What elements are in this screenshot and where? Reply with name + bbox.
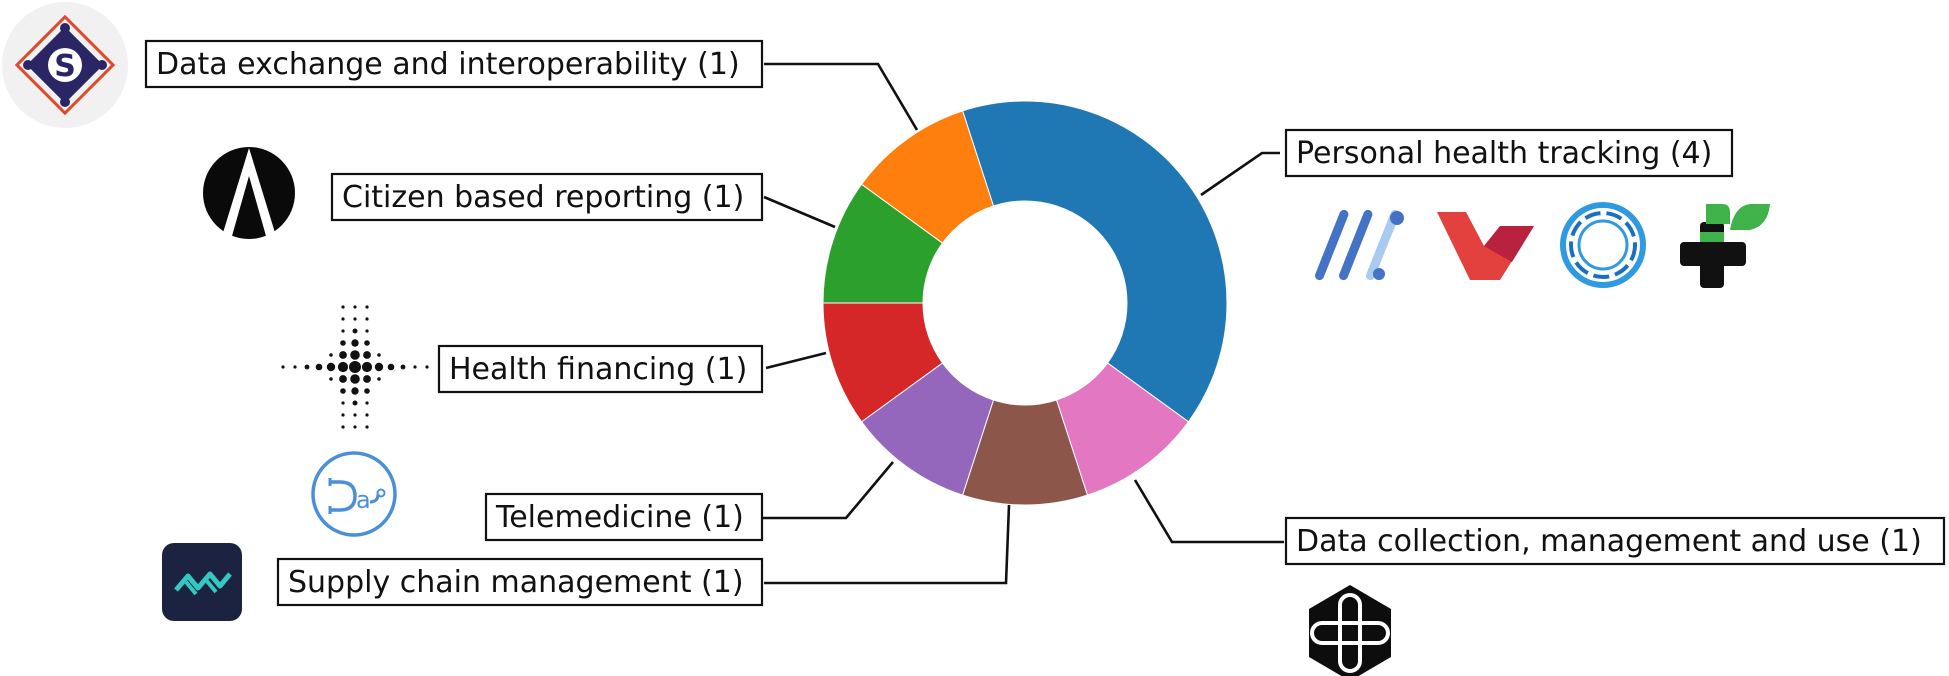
dotted-cross-dot xyxy=(326,362,336,372)
dotted-cross-dot xyxy=(350,350,360,360)
label-data-exchange: Data exchange and interoperability (1) xyxy=(156,47,740,82)
label-box-data-collection xyxy=(1284,516,1946,566)
leader-line-supply-chain xyxy=(764,504,1011,585)
dotted-cross-dot xyxy=(353,425,357,429)
leader-line-health-financing xyxy=(765,351,827,370)
svg-text:a: a xyxy=(356,486,371,514)
dotted-cross-dot xyxy=(304,364,310,370)
donut-slice-0 xyxy=(961,100,1228,423)
leader-line-citizen-reporting xyxy=(763,195,836,229)
dotted-cross-dot xyxy=(352,400,358,406)
dotted-cross-dot xyxy=(351,339,359,347)
dotted-cross-dot xyxy=(340,340,346,346)
dotted-cross-dot xyxy=(365,305,369,309)
leader-line-telemedicine xyxy=(760,461,894,520)
navy-square-waves-logo xyxy=(162,543,242,621)
dotted-cross-dot xyxy=(365,425,369,429)
dotted-cross-dot xyxy=(339,351,347,359)
dotted-cross-dot xyxy=(365,413,369,417)
dotted-cross-dot xyxy=(352,328,358,334)
dotted-cross-dot xyxy=(365,329,369,333)
dotted-cross-dot xyxy=(374,362,384,372)
dotted-cross-dot xyxy=(400,364,406,370)
dotted-cross-dot xyxy=(337,361,349,373)
label-box-citizen-reporting xyxy=(330,172,764,222)
label-telemedicine: Telemedicine (1) xyxy=(495,500,744,535)
dotted-cross-dot xyxy=(293,365,297,369)
label-citizen-reporting: Citizen based reporting (1) xyxy=(342,180,744,215)
dotted-cross-dot xyxy=(315,363,323,371)
donut-slices xyxy=(822,100,1228,506)
dotted-cross-dot xyxy=(341,425,345,429)
dotted-cross-dot xyxy=(365,401,369,405)
dotted-cross-dot xyxy=(341,305,345,309)
dotted-cross-dot xyxy=(349,361,361,373)
dotted-cross-dot xyxy=(353,305,357,309)
label-personal-health-tracking: Personal health tracking (4) xyxy=(1296,136,1712,171)
dotted-cross-dot xyxy=(339,375,347,383)
leader-line-personal-health-tracking xyxy=(1200,151,1280,197)
dotted-cross-dot xyxy=(364,340,370,346)
red-v-logo xyxy=(1437,212,1534,280)
label-box-health-financing xyxy=(437,344,764,394)
dotted-cross-dot xyxy=(387,363,395,371)
leader-line-data-collection xyxy=(1133,479,1284,544)
dotted-cross-dot xyxy=(341,413,345,417)
leader-line-data-exchange xyxy=(764,62,919,131)
green-black-cross-logo xyxy=(1680,204,1770,288)
label-box-telemedicine xyxy=(484,492,764,542)
label-supply-chain: Supply chain management (1) xyxy=(288,565,744,600)
diamond-s-logo: S xyxy=(2,2,128,128)
label-box-personal-health-tracking xyxy=(1284,128,1734,178)
dotted-cross-dot xyxy=(341,329,345,333)
label-box-supply-chain xyxy=(276,557,764,607)
dotted-cross-dot xyxy=(377,377,381,381)
dotted-cross-dot xyxy=(329,377,333,381)
leader-lines xyxy=(760,62,1284,585)
slice-labels: Data exchange and interoperability (1) C… xyxy=(144,39,1946,607)
dotted-cross-dot xyxy=(353,413,357,417)
dotted-cross-dot xyxy=(413,365,417,369)
dotted-cross-dot xyxy=(351,387,359,395)
hexagon-plus-logo xyxy=(1309,585,1391,676)
dotted-cross-dot xyxy=(364,388,370,394)
dotted-cross-dot xyxy=(363,375,371,383)
dotted-cross-dot xyxy=(353,317,357,321)
donut-slice-6 xyxy=(860,110,995,244)
dotted-cross-dot xyxy=(350,374,360,384)
label-health-financing: Health financing (1) xyxy=(449,352,747,387)
blue-ring-logo xyxy=(1560,202,1646,288)
label-data-collection: Data collection, management and use (1) xyxy=(1296,524,1922,559)
dotted-cross-dot xyxy=(361,361,373,373)
dotted-cross-dot xyxy=(363,351,371,359)
dotted-cross-dot xyxy=(341,317,345,321)
dotted-cross-dot xyxy=(340,388,346,394)
label-box-data-exchange xyxy=(144,39,764,89)
stethoscope-da-logo: a xyxy=(311,451,397,537)
dotted-cross-dot xyxy=(425,365,429,369)
dotted-cross-dot xyxy=(329,353,333,357)
dotted-cross-dot xyxy=(341,401,345,405)
dotted-cross-dot xyxy=(365,317,369,321)
black-a-logo xyxy=(203,147,295,239)
dotted-cross-dot xyxy=(281,365,285,369)
mark-lines-logo xyxy=(1315,209,1404,281)
dotted-cross-logo xyxy=(281,305,429,429)
svg-text:S: S xyxy=(54,49,76,84)
dotted-cross-dot xyxy=(377,353,381,357)
